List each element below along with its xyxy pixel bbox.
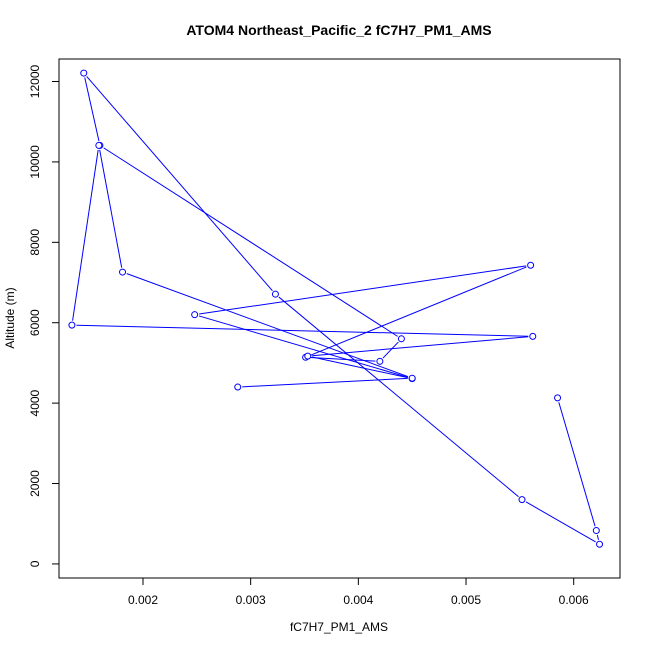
series-segment xyxy=(278,296,519,498)
data-point xyxy=(191,311,199,319)
y-tick-label: 10000 xyxy=(28,145,42,179)
x-tick-label: 0.003 xyxy=(236,593,266,607)
data-point xyxy=(518,496,526,504)
y-axis-label: Altitude (m) xyxy=(3,287,17,348)
x-tick-label: 0.002 xyxy=(128,593,158,607)
series-segment xyxy=(199,265,527,315)
y-tick-label: 0 xyxy=(28,560,42,567)
series-segment xyxy=(242,377,408,388)
x-tick-label: 0.006 xyxy=(559,593,589,607)
series-segment xyxy=(86,76,273,292)
data-point xyxy=(119,268,127,276)
series-segment xyxy=(99,149,123,268)
data-point xyxy=(529,332,537,340)
data-point xyxy=(408,374,416,382)
data-point xyxy=(376,357,384,365)
series-segment xyxy=(312,336,529,357)
series-segment xyxy=(126,273,409,378)
series-segment xyxy=(198,315,409,378)
y-axis: 0 2000 4000 6000 8000 10000 12000 xyxy=(28,65,60,567)
series-segment xyxy=(312,356,408,379)
y-tick-label: 6000 xyxy=(28,309,42,336)
series-segment xyxy=(309,266,527,357)
chart-title: ATOM4 Northeast_Pacific_2 fC7H7_PM1_AMS xyxy=(186,22,491,38)
y-tick-label: 2000 xyxy=(28,470,42,497)
data-point xyxy=(596,540,604,548)
series-segment xyxy=(76,324,529,337)
data-point xyxy=(95,141,103,149)
x-tick-label: 0.004 xyxy=(343,593,373,607)
series-segment xyxy=(382,341,399,359)
y-tick-label: 12000 xyxy=(28,65,42,99)
y-tick-label: 4000 xyxy=(28,389,42,416)
data-point xyxy=(271,290,279,298)
data-point xyxy=(527,261,535,269)
series-segment xyxy=(72,149,99,321)
series-segment xyxy=(596,534,599,540)
x-axis-label: fC7H7_PM1_AMS xyxy=(290,620,388,634)
data-point xyxy=(234,383,242,391)
plot-frame xyxy=(58,58,621,579)
data-point xyxy=(397,335,405,343)
data-point xyxy=(80,69,88,77)
series-segment xyxy=(558,402,596,527)
y-tick-label: 8000 xyxy=(28,229,42,256)
data-point xyxy=(68,321,76,329)
series-segment xyxy=(525,501,596,543)
data-point xyxy=(304,352,312,360)
data-point xyxy=(554,394,562,402)
x-axis: 0.002 0.003 0.004 0.005 0.006 xyxy=(128,577,589,607)
plot-area xyxy=(68,69,604,548)
data-point xyxy=(592,527,600,535)
series-segment xyxy=(84,77,100,142)
x-tick-label: 0.005 xyxy=(451,593,481,607)
series-segment xyxy=(103,147,398,337)
